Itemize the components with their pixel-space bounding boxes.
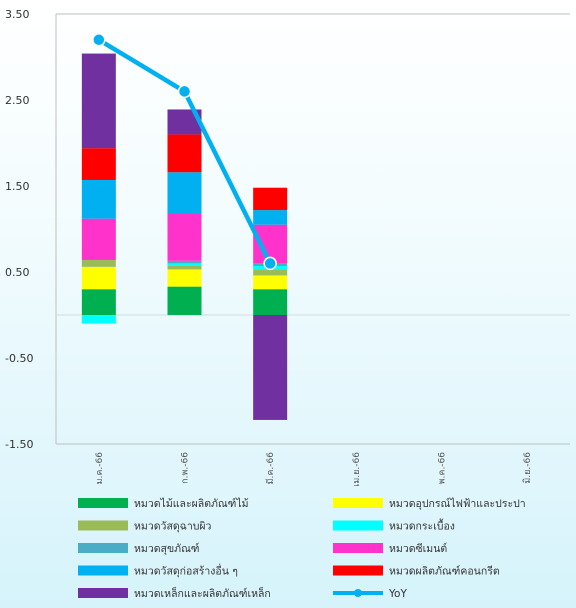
x-tick-label: ม.ค.-66 bbox=[95, 452, 105, 485]
bar-segment bbox=[167, 260, 202, 264]
legend-swatch-marker bbox=[354, 589, 362, 597]
bar-segment bbox=[167, 213, 202, 261]
bar-segment bbox=[253, 275, 288, 290]
bar-segment bbox=[81, 259, 116, 267]
bar-segment bbox=[81, 148, 116, 180]
legend-swatch bbox=[78, 543, 128, 553]
legend-swatch bbox=[333, 520, 383, 531]
bar-segment bbox=[167, 265, 202, 270]
yoy-line-group bbox=[92, 33, 277, 271]
legend-label: หมวดผลิตภัณฑ์คอนกรีต bbox=[389, 565, 500, 578]
bar-segment bbox=[81, 289, 116, 315]
bar-segment bbox=[167, 269, 202, 287]
legend-label: หมวดสุขภัณฑ์ bbox=[134, 542, 200, 555]
legend-label: หมวดเหล็กและผลิตภัณฑ์เหล็ก bbox=[134, 586, 271, 600]
bar-segment bbox=[253, 315, 288, 420]
bar-segment bbox=[167, 263, 202, 266]
legend-swatch bbox=[78, 520, 128, 531]
bar-segment bbox=[81, 315, 116, 324]
bars-group bbox=[81, 53, 288, 420]
y-tick-label: 2.50 bbox=[5, 94, 30, 107]
bar-segment bbox=[167, 134, 202, 173]
x-axis-ticks: ม.ค.-66 ก.พ.-66 มี.ค.-66 เม.ย.-66 พ.ค.-66 มิ.… bbox=[95, 452, 533, 487]
legend: หมวดไม้และผลิตภัณฑ์ไม้ หมวดอุปกรณ์ไฟฟ้าแล… bbox=[78, 497, 526, 600]
legend-label: หมวดไม้และผลิตภัณฑ์ไม้ bbox=[134, 497, 249, 510]
axes-group bbox=[55, 13, 570, 445]
x-tick-label: มี.ค.-66 bbox=[265, 452, 276, 485]
bar-segment bbox=[253, 289, 288, 315]
y-axis-ticks: 3.50 2.50 1.50 0.50 -0.50 -1.50 bbox=[5, 8, 33, 451]
bar-segment bbox=[253, 187, 288, 211]
legend-label: หมวดอุปกรณ์ไฟฟ้าและประปา bbox=[389, 497, 526, 510]
x-tick-label: พ.ค.-66 bbox=[438, 452, 448, 485]
legend-label: หมวดซีเมนต์ bbox=[389, 542, 447, 555]
x-tick-label: ก.พ.-66 bbox=[181, 452, 191, 484]
x-tick-label: เม.ย.-66 bbox=[352, 452, 362, 487]
y-tick-label: -0.50 bbox=[5, 352, 33, 365]
bar-segment bbox=[253, 210, 288, 225]
legend-swatch bbox=[333, 565, 383, 576]
yoy-point bbox=[263, 256, 277, 271]
y-tick-label: 1.50 bbox=[5, 180, 30, 193]
yoy-point bbox=[92, 33, 106, 47]
y-tick-label: -1.50 bbox=[5, 438, 33, 451]
legend-swatch bbox=[333, 498, 383, 508]
legend-swatch bbox=[78, 588, 128, 598]
bar-segment bbox=[81, 179, 116, 219]
bar-segment bbox=[81, 266, 116, 290]
y-tick-label: 3.50 bbox=[5, 8, 30, 21]
legend-label: หมวดกระเบื้อง bbox=[389, 519, 455, 533]
legend-swatch bbox=[78, 565, 128, 576]
bar-segment bbox=[167, 286, 202, 315]
yoy-point bbox=[177, 84, 192, 99]
legend-swatch bbox=[333, 543, 383, 553]
legend-label: หมวดวัสดุก่อสร้างอื่น ๆ bbox=[134, 564, 238, 578]
x-tick-label: มิ.ย.-66 bbox=[522, 452, 533, 484]
legend-label: หมวดวัสดุฉาบผิว bbox=[134, 521, 212, 533]
y-tick-label: 0.50 bbox=[5, 266, 30, 279]
legend-label: YoY bbox=[388, 588, 407, 600]
bar-segment bbox=[167, 172, 202, 214]
bar-segment bbox=[253, 269, 288, 276]
legend-swatch bbox=[78, 498, 128, 508]
bar-segment bbox=[81, 53, 116, 149]
bar-segment bbox=[81, 218, 116, 260]
